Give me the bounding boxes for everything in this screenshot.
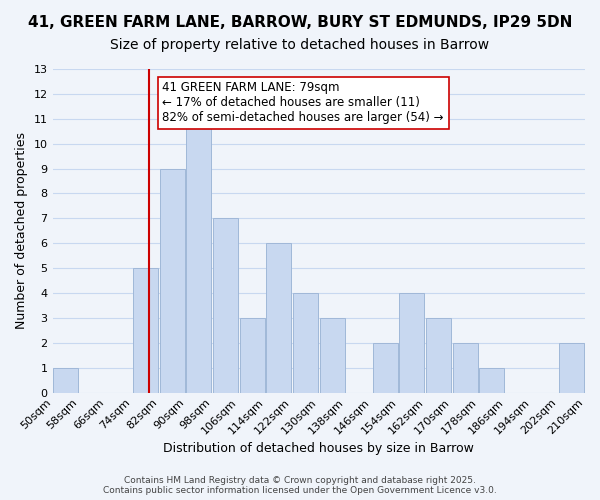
Bar	[133, 268, 158, 392]
Text: 41, GREEN FARM LANE, BARROW, BURY ST EDMUNDS, IP29 5DN: 41, GREEN FARM LANE, BARROW, BURY ST EDM…	[28, 15, 572, 30]
Bar	[373, 343, 398, 392]
Bar	[240, 318, 265, 392]
Bar	[293, 293, 318, 392]
Text: Size of property relative to detached houses in Barrow: Size of property relative to detached ho…	[110, 38, 490, 52]
Y-axis label: Number of detached properties: Number of detached properties	[15, 132, 28, 330]
Bar	[479, 368, 504, 392]
Bar	[453, 343, 478, 392]
Bar	[160, 168, 185, 392]
Bar	[320, 318, 344, 392]
Bar	[400, 293, 424, 392]
Text: 41 GREEN FARM LANE: 79sqm
← 17% of detached houses are smaller (11)
82% of semi-: 41 GREEN FARM LANE: 79sqm ← 17% of detac…	[163, 82, 444, 124]
Bar	[559, 343, 584, 392]
Bar	[266, 244, 292, 392]
X-axis label: Distribution of detached houses by size in Barrow: Distribution of detached houses by size …	[163, 442, 474, 455]
Bar	[53, 368, 79, 392]
Bar	[213, 218, 238, 392]
Bar	[426, 318, 451, 392]
Text: Contains HM Land Registry data © Crown copyright and database right 2025.
Contai: Contains HM Land Registry data © Crown c…	[103, 476, 497, 495]
Bar	[187, 119, 211, 392]
